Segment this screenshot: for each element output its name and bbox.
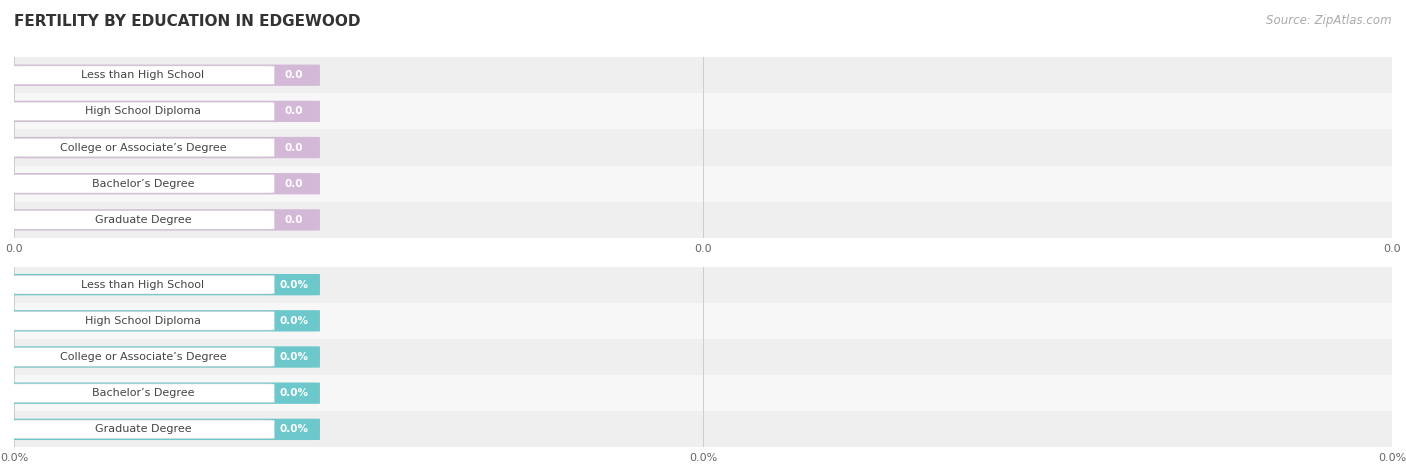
Bar [14, 375, 1392, 411]
FancyBboxPatch shape [10, 65, 321, 86]
FancyBboxPatch shape [11, 275, 274, 294]
Text: College or Associate’s Degree: College or Associate’s Degree [59, 142, 226, 153]
Text: Less than High School: Less than High School [82, 70, 204, 80]
Text: Bachelor’s Degree: Bachelor’s Degree [91, 388, 194, 398]
Text: Graduate Degree: Graduate Degree [94, 215, 191, 225]
FancyBboxPatch shape [10, 173, 321, 194]
FancyBboxPatch shape [10, 347, 321, 367]
Bar [14, 267, 1392, 303]
Text: 0.0: 0.0 [284, 178, 304, 189]
FancyBboxPatch shape [10, 419, 321, 440]
Text: 0.0%: 0.0% [280, 279, 308, 290]
Text: 0.0%: 0.0% [280, 316, 308, 326]
Text: 0.0%: 0.0% [280, 424, 308, 435]
Text: 0.0: 0.0 [284, 106, 304, 117]
Text: 0.0: 0.0 [284, 70, 304, 80]
FancyBboxPatch shape [11, 66, 274, 85]
Text: 0.0: 0.0 [284, 142, 304, 153]
Text: FERTILITY BY EDUCATION IN EDGEWOOD: FERTILITY BY EDUCATION IN EDGEWOOD [14, 14, 360, 30]
Bar [14, 93, 1392, 129]
Bar [14, 339, 1392, 375]
FancyBboxPatch shape [11, 420, 274, 439]
Bar [14, 166, 1392, 202]
FancyBboxPatch shape [10, 383, 321, 404]
FancyBboxPatch shape [11, 138, 274, 157]
FancyBboxPatch shape [10, 137, 321, 158]
Text: Source: ZipAtlas.com: Source: ZipAtlas.com [1267, 14, 1392, 27]
Text: Less than High School: Less than High School [82, 279, 204, 290]
Bar [14, 202, 1392, 238]
FancyBboxPatch shape [11, 102, 274, 121]
Text: 0.0: 0.0 [284, 215, 304, 225]
FancyBboxPatch shape [11, 311, 274, 330]
FancyBboxPatch shape [11, 347, 274, 367]
FancyBboxPatch shape [11, 384, 274, 403]
FancyBboxPatch shape [10, 101, 321, 122]
Text: Bachelor’s Degree: Bachelor’s Degree [91, 178, 194, 189]
FancyBboxPatch shape [11, 174, 274, 193]
Text: 0.0%: 0.0% [280, 388, 308, 398]
Bar [14, 57, 1392, 93]
Text: Graduate Degree: Graduate Degree [94, 424, 191, 435]
Bar [14, 129, 1392, 166]
Text: College or Associate’s Degree: College or Associate’s Degree [59, 352, 226, 362]
Text: High School Diploma: High School Diploma [84, 106, 201, 117]
FancyBboxPatch shape [11, 210, 274, 229]
Text: 0.0%: 0.0% [280, 352, 308, 362]
Text: High School Diploma: High School Diploma [84, 316, 201, 326]
FancyBboxPatch shape [10, 209, 321, 230]
Bar [14, 303, 1392, 339]
Bar [14, 411, 1392, 447]
FancyBboxPatch shape [10, 310, 321, 331]
FancyBboxPatch shape [10, 274, 321, 295]
